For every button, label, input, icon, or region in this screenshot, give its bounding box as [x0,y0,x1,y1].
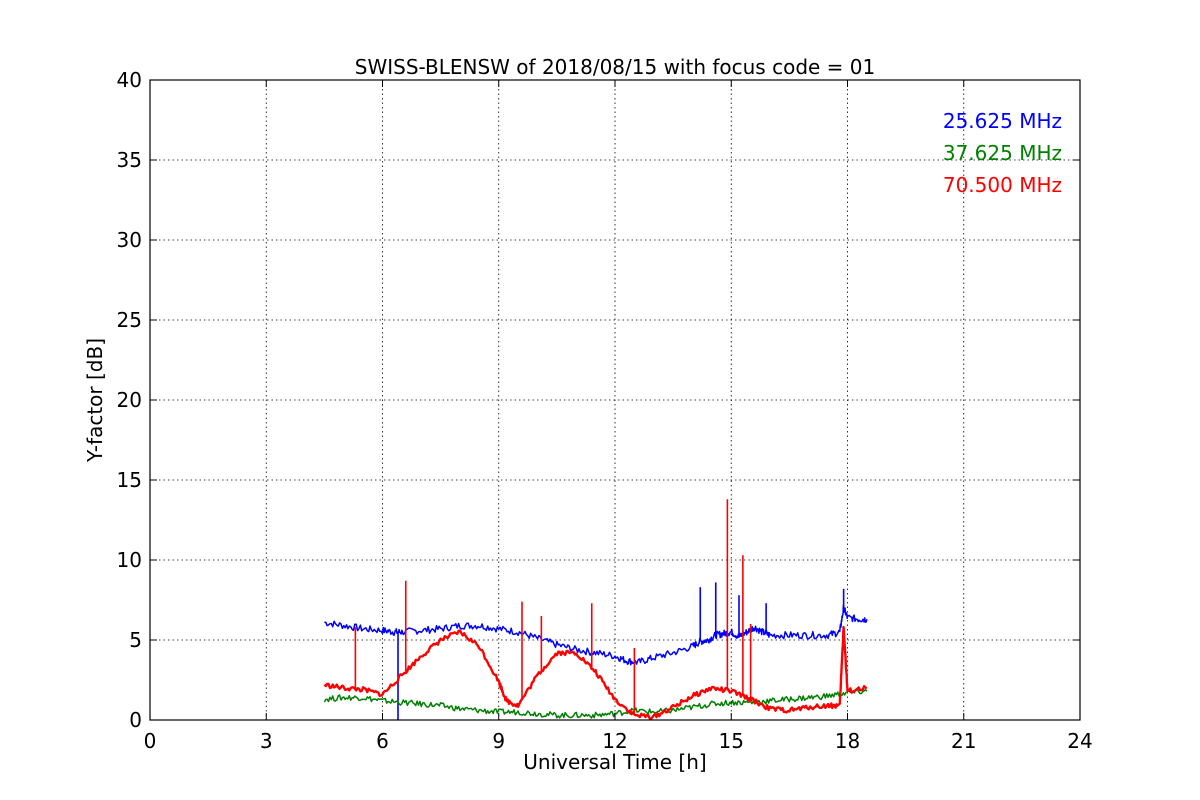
axis-ticks: 0 3 6 9 12 15 18 21 24 0 5 10 15 20 25 30 35 40 [117,68,1093,753]
y-tick-label: 0 [129,708,142,732]
y-tick-label: 35 [117,148,142,172]
series-37625mhz [323,688,868,719]
y-tick-label: 30 [117,228,142,252]
x-tick-label: 9 [492,729,505,753]
legend-entry-70500: 70.500 MHz [943,173,1062,197]
y-tick-label: 5 [129,628,142,652]
legend-entry-37625: 37.625 MHz [943,141,1062,165]
y-tick-label: 25 [117,308,142,332]
series-70500mhz [323,499,868,721]
series-line [323,688,868,719]
y-axis-title: Y-factor [dB] [83,338,107,463]
series-line [323,625,868,721]
legend: 25.625 MHz 37.625 MHz 70.500 MHz [943,109,1062,197]
y-tick-label: 10 [117,548,142,572]
x-tick-label: 21 [951,729,976,753]
grid-lines [150,80,1080,720]
x-tick-label: 24 [1067,729,1092,753]
x-tick-label: 0 [144,729,157,753]
x-axis-title: Universal Time [h] [523,750,706,774]
legend-entry-25625: 25.625 MHz [943,109,1062,133]
series-line [324,604,868,666]
series-layer [323,499,868,721]
y-tick-label: 20 [117,388,142,412]
y-tick-label: 40 [117,68,142,92]
chart-title: SWISS-BLENSW of 2018/08/15 with focus co… [355,55,876,79]
x-tick-label: 15 [719,729,744,753]
x-tick-label: 12 [602,729,627,753]
x-tick-label: 6 [376,729,389,753]
y-tick-label: 15 [117,468,142,492]
x-tick-label: 3 [260,729,273,753]
x-tick-label: 18 [835,729,860,753]
